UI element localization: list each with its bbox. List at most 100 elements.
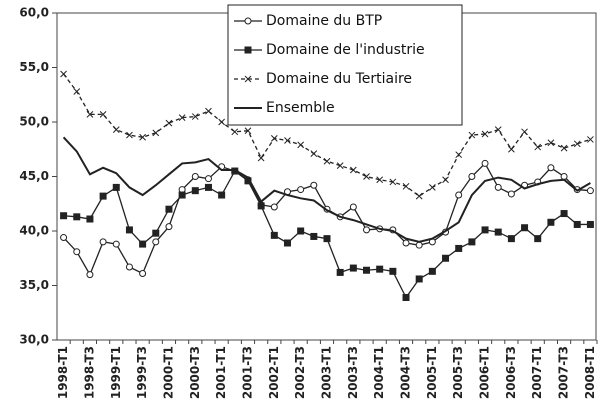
data-point (112, 240, 120, 248)
data-point (99, 238, 107, 246)
data-point (507, 235, 515, 243)
data-point (139, 240, 147, 248)
y-tick-label: 55,0 (19, 60, 49, 74)
data-point (573, 220, 581, 228)
data-point (191, 113, 199, 120)
data-point (257, 154, 265, 162)
data-point (349, 203, 357, 211)
data-point (586, 187, 594, 195)
legend-label: Ensemble (266, 100, 335, 116)
data-point (389, 178, 397, 186)
data-point (99, 192, 107, 200)
data-point (468, 173, 476, 180)
series-line (63, 170, 591, 299)
data-point (415, 192, 423, 200)
data-point (244, 177, 252, 185)
data-point (297, 227, 305, 235)
data-point (389, 267, 397, 275)
data-point (191, 187, 199, 195)
x-tick-label: 1998-T1 (56, 346, 70, 399)
data-point (297, 141, 305, 149)
x-tick-label: 2002-T3 (293, 346, 307, 399)
data-point (586, 220, 594, 228)
data-point (60, 234, 68, 242)
data-point (560, 173, 568, 180)
data-point (310, 150, 318, 157)
data-point (125, 263, 133, 271)
data-point (455, 244, 463, 252)
data-point (204, 183, 212, 191)
data-point (86, 111, 94, 118)
data-point (297, 186, 305, 194)
x-tick-label: 2006-T1 (478, 346, 492, 399)
data-point (231, 128, 239, 136)
x-tick-label: 2003-T1 (320, 346, 334, 399)
y-tick-label: 45,0 (19, 169, 49, 183)
x-tick-label: 2006-T3 (504, 346, 518, 399)
data-point (428, 267, 436, 275)
data-point (73, 248, 81, 256)
data-point (165, 205, 173, 213)
legend-box (227, 4, 463, 126)
data-point (349, 264, 357, 272)
data-point (204, 175, 212, 183)
series-line (62, 136, 591, 243)
data-point (415, 275, 423, 283)
x-tick-label: 1998-T3 (82, 346, 96, 399)
y-tick-label: 60,0 (19, 6, 49, 20)
x-tick-label: 1999-T1 (109, 346, 123, 399)
data-point (587, 136, 594, 143)
data-point (165, 223, 173, 231)
legend-marker (244, 75, 252, 83)
data-point (376, 176, 384, 184)
data-point (560, 144, 568, 152)
data-point (573, 140, 581, 148)
legend-label: Domaine de l'industrie (266, 42, 425, 58)
data-point (402, 182, 410, 190)
data-point (494, 228, 502, 236)
data-point (73, 88, 81, 95)
y-tick-label: 50,0 (19, 115, 49, 129)
legend-marker (244, 17, 252, 25)
data-point (481, 226, 489, 234)
data-point (547, 139, 555, 147)
data-point (218, 191, 226, 199)
data-point (126, 131, 133, 139)
data-point (521, 128, 528, 136)
data-point (363, 226, 371, 234)
data-point (363, 266, 371, 274)
data-point (270, 203, 278, 211)
data-point (60, 70, 67, 78)
data-point (336, 162, 344, 169)
data-point (86, 271, 94, 279)
data-point (429, 184, 436, 191)
data-point (205, 107, 212, 115)
data-point (442, 254, 450, 262)
data-point (402, 239, 410, 247)
legend-label: Domaine du Tertiaire (266, 71, 412, 87)
data-point (547, 218, 555, 226)
data-point (481, 159, 489, 167)
data-point (402, 293, 410, 301)
data-point (244, 127, 252, 135)
data-point (178, 191, 186, 199)
data-point (310, 181, 318, 189)
data-point (112, 183, 120, 191)
data-point (73, 213, 81, 221)
data-point (270, 231, 278, 239)
x-tick-label: 2004-T3 (399, 346, 413, 399)
data-point (494, 126, 502, 133)
x-tick-label: 2001-T1 (214, 346, 228, 399)
data-point (86, 215, 94, 223)
legend-label: Domaine du BTP (266, 13, 382, 29)
data-point (521, 224, 529, 232)
data-point (323, 157, 331, 165)
x-tick-label: 1999-T3 (135, 346, 149, 399)
data-point (284, 137, 291, 144)
data-point (165, 119, 173, 127)
x-tick-label: 2008-T1 (583, 346, 597, 399)
data-point (547, 164, 555, 172)
data-point (468, 238, 476, 246)
data-point (534, 143, 542, 151)
data-point (152, 238, 160, 246)
